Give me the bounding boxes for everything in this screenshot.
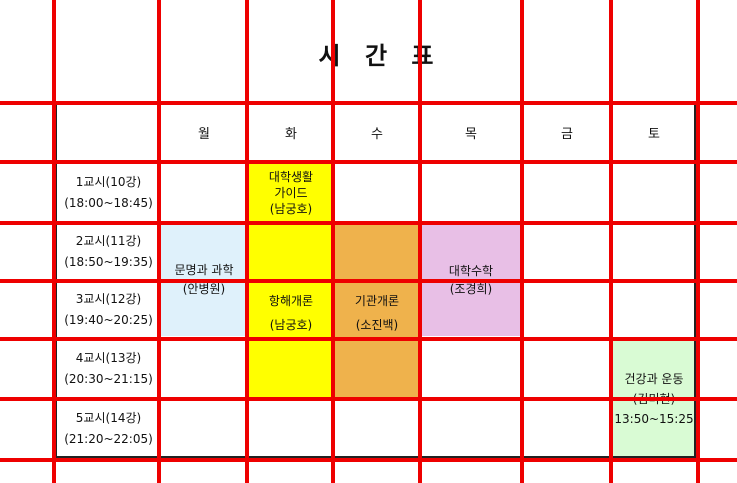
period-2: 2교시(11강) (18:50~19:35)	[57, 224, 160, 280]
course-math-name: 대학수학	[448, 264, 494, 278]
grid-line	[0, 101, 737, 105]
grid-line	[245, 0, 249, 483]
course-guide-name-1: 대학생활	[268, 170, 314, 184]
course-health-name: 건강과 운동	[624, 372, 684, 386]
grid-line	[0, 279, 737, 283]
course-guide-name-2: 가이드	[274, 186, 308, 200]
period-3-time: (19:40~20:25)	[64, 313, 153, 327]
grid-line	[0, 458, 737, 462]
course-guide[interactable]: 대학생활 가이드 (남궁호)	[248, 163, 334, 223]
period-1-time: (18:00~18:45)	[64, 196, 153, 210]
day-header-sat: 토	[648, 126, 660, 142]
day-header-fri: 금	[561, 126, 573, 142]
period-2-label: 2교시(11강)	[75, 234, 142, 248]
period-5: 5교시(14강) (21:20~22:05)	[57, 400, 160, 458]
period-4-label: 4교시(13강)	[75, 351, 142, 365]
grid-line	[0, 337, 737, 341]
course-health-time: 13:50~15:25	[614, 412, 694, 426]
day-header-tue: 화	[285, 126, 297, 142]
period-5-label: 5교시(14강)	[75, 411, 142, 425]
period-4-time: (20:30~21:15)	[64, 372, 153, 386]
course-eng[interactable]: 기관개론 (소진백)	[334, 224, 420, 400]
day-header-wed: 수	[371, 126, 383, 142]
day-header-mon: 월	[198, 126, 210, 142]
grid-line	[0, 160, 737, 164]
course-guide-prof: (남궁호)	[269, 202, 313, 216]
course-civ-prof: (안병원)	[182, 282, 226, 296]
period-5-time: (21:20~22:05)	[64, 432, 153, 446]
period-3-label: 3교시(12강)	[75, 292, 142, 306]
course-nav-prof: (남궁호)	[269, 318, 313, 332]
period-3: 3교시(12강) (19:40~20:25)	[57, 282, 160, 338]
day-header-thu: 목	[465, 126, 477, 142]
grid-line	[157, 0, 161, 483]
period-4: 4교시(13강) (20:30~21:15)	[57, 340, 160, 398]
grid-line	[0, 397, 737, 401]
period-1: 1교시(10강) (18:00~18:45)	[57, 163, 160, 223]
course-nav[interactable]: 항해개론 (남궁호)	[248, 224, 334, 400]
period-1-label: 1교시(10강)	[75, 175, 142, 189]
page-title: 시 간 표	[318, 42, 442, 70]
course-eng-name: 기관개론	[354, 294, 400, 308]
course-eng-prof: (소진백)	[355, 318, 399, 332]
grid-line	[696, 0, 700, 483]
course-math-prof: (조경희)	[449, 282, 493, 296]
grid-line	[331, 0, 335, 483]
grid-line	[520, 0, 524, 483]
period-2-time: (18:50~19:35)	[64, 255, 153, 269]
grid-line	[0, 221, 737, 225]
grid-line	[418, 0, 422, 483]
grid-line	[609, 0, 613, 483]
course-nav-name: 항해개론	[268, 294, 314, 308]
grid-line	[52, 0, 56, 483]
course-civ-name: 문명과 과학	[174, 263, 234, 277]
